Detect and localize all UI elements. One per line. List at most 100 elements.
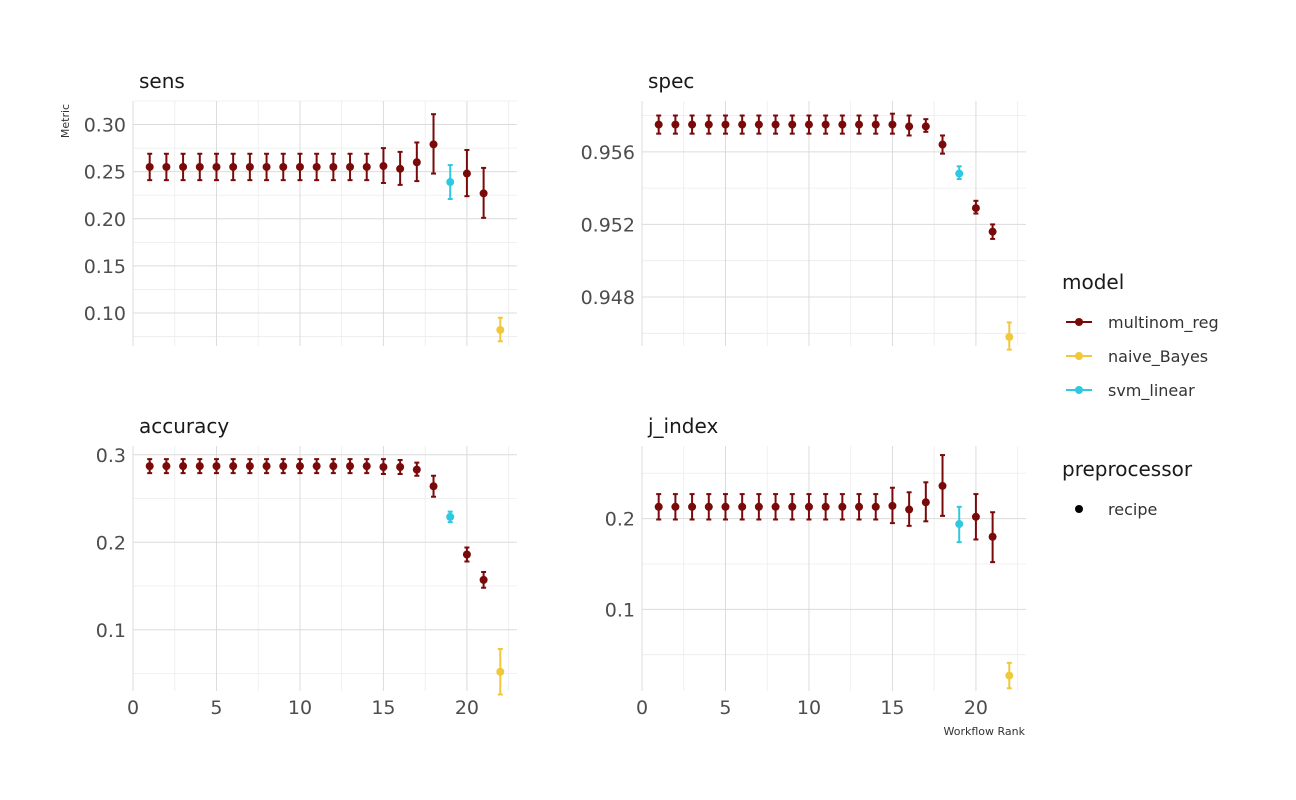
mean-point xyxy=(162,462,171,471)
mean-point xyxy=(1005,671,1014,680)
data-point-multinom_reg xyxy=(838,114,847,135)
data-point-multinom_reg xyxy=(821,493,830,521)
data-point-multinom_reg xyxy=(412,461,421,477)
mean-point xyxy=(654,120,663,129)
legend-label: svm_linear xyxy=(1108,381,1195,401)
mean-point xyxy=(788,502,797,511)
legend-key-point xyxy=(1075,505,1083,513)
panel-j_index: 0.1 0.2 0 5 10 15 20 j_index xyxy=(605,414,1026,719)
mean-point xyxy=(688,120,697,129)
data-point-svm_linear xyxy=(955,165,964,181)
data-point-multinom_reg xyxy=(346,152,355,182)
data-point-multinom_reg xyxy=(346,458,355,475)
legend-key-point xyxy=(1075,386,1083,394)
data-point-multinom_reg xyxy=(838,493,847,521)
x-tick-label: 0 xyxy=(636,697,648,719)
data-point-multinom_reg xyxy=(654,493,663,521)
mean-point xyxy=(295,462,304,471)
data-point-multinom_reg xyxy=(412,141,421,183)
data-point-multinom_reg xyxy=(704,493,713,521)
data-point-multinom_reg xyxy=(212,458,221,475)
data-point-naive_Bayes xyxy=(1005,321,1014,351)
mean-point xyxy=(479,189,488,198)
mean-point xyxy=(921,498,930,507)
legend: model multinom_reg naive_Bayes svm_linearpr… xyxy=(1062,270,1219,519)
x-tick-label: 10 xyxy=(797,697,821,719)
data-point-multinom_reg xyxy=(821,114,830,135)
data-point-multinom_reg xyxy=(771,493,780,521)
y-tick-label: 0.30 xyxy=(84,115,126,137)
data-point-multinom_reg xyxy=(362,458,371,475)
mean-point xyxy=(212,162,221,171)
data-point-multinom_reg xyxy=(938,134,947,155)
x-axis-title: Workflow Rank xyxy=(944,725,1026,738)
mean-point xyxy=(855,120,864,129)
mean-point xyxy=(888,120,897,129)
data-point-multinom_reg xyxy=(179,152,188,182)
mean-point xyxy=(262,162,271,171)
data-point-multinom_reg xyxy=(145,152,154,182)
mean-point xyxy=(788,120,797,129)
data-point-multinom_reg xyxy=(921,118,930,133)
mean-point xyxy=(704,502,713,511)
data-point-multinom_reg xyxy=(245,152,254,182)
mean-point xyxy=(362,462,371,471)
data-point-multinom_reg xyxy=(229,458,238,475)
mean-point xyxy=(279,162,288,171)
legend-label: naive_Bayes xyxy=(1108,347,1208,367)
y-tick-label: 0.25 xyxy=(84,162,126,184)
data-point-multinom_reg xyxy=(688,114,697,135)
mean-point xyxy=(771,502,780,511)
mean-point xyxy=(871,502,880,511)
data-point-multinom_reg xyxy=(479,571,488,589)
data-point-multinom_reg xyxy=(888,112,897,135)
mean-point xyxy=(462,169,471,178)
data-point-multinom_reg xyxy=(921,481,930,523)
mean-point xyxy=(245,462,254,471)
y-tick-label: 0.952 xyxy=(581,214,635,236)
data-point-svm_linear xyxy=(446,164,455,200)
mean-point xyxy=(671,120,680,129)
data-point-multinom_reg xyxy=(671,493,680,521)
data-point-svm_linear xyxy=(955,505,964,544)
mean-point xyxy=(955,169,964,178)
data-point-multinom_reg xyxy=(654,114,663,135)
data-point-multinom_reg xyxy=(788,493,797,521)
legend-label: recipe xyxy=(1108,500,1157,519)
y-axis-title: Metric xyxy=(59,104,72,138)
data-point-multinom_reg xyxy=(788,114,797,135)
data-point-multinom_reg xyxy=(855,493,864,521)
mean-point xyxy=(229,462,238,471)
panel-title: j_index xyxy=(647,414,718,438)
data-point-multinom_reg xyxy=(279,152,288,182)
mean-point xyxy=(162,162,171,171)
mean-point xyxy=(396,164,405,173)
data-point-multinom_reg xyxy=(855,114,864,135)
data-point-naive_Bayes xyxy=(1005,661,1014,690)
data-point-multinom_reg xyxy=(212,152,221,182)
data-point-multinom_reg xyxy=(988,223,997,240)
data-point-multinom_reg xyxy=(295,458,304,475)
mean-point xyxy=(479,575,488,584)
mean-point xyxy=(938,481,947,490)
mean-point xyxy=(888,501,897,510)
legend-label: multinom_reg xyxy=(1108,313,1219,333)
data-point-multinom_reg xyxy=(738,114,747,135)
data-point-multinom_reg xyxy=(462,546,471,563)
x-tick-label: 15 xyxy=(880,697,904,719)
data-point-multinom_reg xyxy=(429,113,438,175)
x-tick-label: 0 xyxy=(127,697,139,719)
data-point-multinom_reg xyxy=(262,458,271,475)
mean-point xyxy=(179,462,188,471)
mean-point xyxy=(279,462,288,471)
data-point-multinom_reg xyxy=(971,199,980,215)
mean-point xyxy=(496,325,505,334)
data-point-multinom_reg xyxy=(871,114,880,135)
data-point-multinom_reg xyxy=(179,458,188,475)
x-tick-label: 15 xyxy=(371,697,395,719)
panel-title: spec xyxy=(648,69,694,93)
mean-point xyxy=(938,140,947,149)
mean-point xyxy=(654,502,663,511)
y-tick-label: 0.2 xyxy=(96,532,126,554)
mean-point xyxy=(145,462,154,471)
